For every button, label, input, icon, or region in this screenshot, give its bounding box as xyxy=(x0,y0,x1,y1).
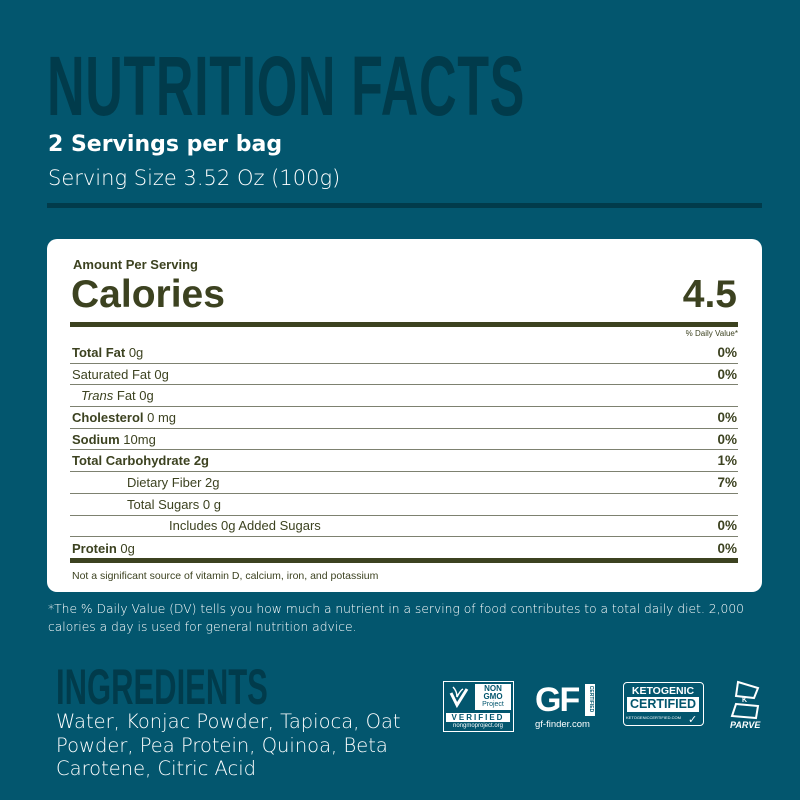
calories-value: 4.5 xyxy=(682,273,737,316)
footnote: Not a significant source of vitamin D, c… xyxy=(72,570,379,582)
check-icon: ✓ xyxy=(688,714,698,726)
nutrient-amount: 0g xyxy=(125,344,144,360)
nutrient-amount: Saturated Fat 0g xyxy=(72,366,169,382)
nutrient-italic: Trans xyxy=(81,388,114,404)
nutrient-row: Total Fat 0g 0% xyxy=(70,342,738,364)
ingredients-title: INGREDIENTS xyxy=(56,659,268,715)
calories-label: Calories xyxy=(71,273,225,316)
keto-url: KETOGENICCERTIFIED.COM xyxy=(626,715,681,720)
non-gmo-verified-logo: NON GMO Project VERIFIED nongmoproject.o… xyxy=(443,681,514,732)
nutrient-bold: Protein xyxy=(72,540,117,556)
kosher-mark: K xyxy=(742,697,748,704)
amount-per-serving: Amount Per Serving xyxy=(73,257,198,272)
nutrient-name: Total Carbohydrate 2g xyxy=(71,453,209,468)
nutrient-row: Cholesterol 0 mg 0% xyxy=(70,407,738,429)
gf-certified: CERTIFIED xyxy=(588,685,595,713)
nongmo-line2: GMO xyxy=(483,692,503,701)
serving-size: Serving Size 3.52 Oz (100g) xyxy=(48,166,341,190)
nongmo-line3: Project xyxy=(482,701,504,708)
kosher-symbol-icon xyxy=(730,680,760,720)
nutrient-row: Total Sugars 0 g xyxy=(70,494,738,516)
kosher-parve-logo: K PARVE xyxy=(728,680,764,732)
nutrient-bold: Total Carbohydrate 2g xyxy=(72,453,210,469)
nutrient-row: Includes 0g Added Sugars 0% xyxy=(70,516,738,538)
nutrient-row: Sodium 10mg 0% xyxy=(70,429,738,451)
nutrition-label: Amount Per Serving Calories 4.5 % Daily … xyxy=(47,239,762,592)
calories-divider xyxy=(70,322,738,327)
nutrient-name: Sodium 10mg xyxy=(71,432,156,447)
daily-value-percent: 0% xyxy=(717,431,737,447)
nutrient-amount: 10mg xyxy=(119,431,156,447)
nutrient-bold: Sodium xyxy=(72,431,120,447)
ingredients-text: Water, Konjac Powder, Tapioca, Oat Powde… xyxy=(56,710,401,780)
nutrient-amount: Fat 0g xyxy=(113,388,154,404)
nutrient-amount: 0g xyxy=(116,540,135,556)
nutrient-name: Total Fat 0g xyxy=(71,345,143,360)
nutrient-bold: Total Fat xyxy=(72,344,126,360)
nongmo-line1: NON xyxy=(484,684,502,693)
daily-value-percent: 0% xyxy=(717,409,737,425)
daily-value-percent: 0% xyxy=(717,344,737,360)
nutrient-row: Trans Fat 0g xyxy=(70,385,738,408)
daily-value-percent: 0% xyxy=(717,366,737,382)
nutrient-row: Protein 0g 0% xyxy=(70,537,738,559)
keto-line1: KETOGENIC xyxy=(631,685,695,697)
daily-value-note: *The % Daily Value (DV) tells you how mu… xyxy=(48,602,744,634)
page-title: NUTRITION FACTS xyxy=(47,39,526,133)
servings-per-container: 2 Servings per bag xyxy=(48,132,283,157)
gf-url: gf-finder.com xyxy=(535,719,590,730)
header-divider xyxy=(47,203,762,208)
nutrient-rows: Total Fat 0g 0% Saturated Fat 0g 0% Trans Fa… xyxy=(70,342,738,559)
nutrient-name: Dietary Fiber 2g xyxy=(71,475,219,490)
daily-value-percent: 0% xyxy=(717,518,737,534)
nutrient-amount: Includes 0g Added Sugars xyxy=(169,518,321,534)
nongmo-url: nongmoproject.org xyxy=(452,723,504,729)
nutrient-name: Protein 0g xyxy=(71,541,135,556)
butterfly-icon xyxy=(449,686,469,709)
ketogenic-certified-logo: KETOGENIC CERTIFIED KETOGENICCERTIFIED.C… xyxy=(623,682,704,726)
nutrient-name: Trans Fat 0g xyxy=(71,388,154,403)
daily-value-percent: 7% xyxy=(717,474,737,490)
gf-mark: GF xyxy=(535,681,580,719)
nutrient-name: Includes 0g Added Sugars xyxy=(71,518,321,533)
nutrient-bold: Cholesterol xyxy=(72,409,144,425)
nutrient-row: Dietary Fiber 2g 7% xyxy=(70,472,738,494)
nutrient-name: Total Sugars 0 g xyxy=(71,497,221,512)
nutrient-amount: Dietary Fiber 2g xyxy=(127,474,220,490)
nutrient-name: Saturated Fat 0g xyxy=(71,367,169,382)
kosher-label: PARVE xyxy=(730,720,761,730)
nongmo-verified: VERIFIED xyxy=(446,713,510,722)
keto-line2: CERTIFIED xyxy=(627,697,699,712)
nutrient-amount: Total Sugars 0 g xyxy=(127,496,221,512)
nutrient-name: Cholesterol 0 mg xyxy=(71,410,176,425)
daily-value-percent: 0% xyxy=(717,540,737,556)
nutrient-row: Saturated Fat 0g 0% xyxy=(70,364,738,386)
gluten-free-certified-logo: GF CERTIFIED gf-finder.com xyxy=(533,682,603,732)
nutrient-amount: 0 mg xyxy=(143,409,177,425)
daily-value-percent: 1% xyxy=(717,453,737,469)
nutrient-row: Total Carbohydrate 2g 1% xyxy=(70,450,738,473)
daily-value-header: % Daily Value* xyxy=(685,329,738,338)
bottom-divider xyxy=(70,558,738,563)
